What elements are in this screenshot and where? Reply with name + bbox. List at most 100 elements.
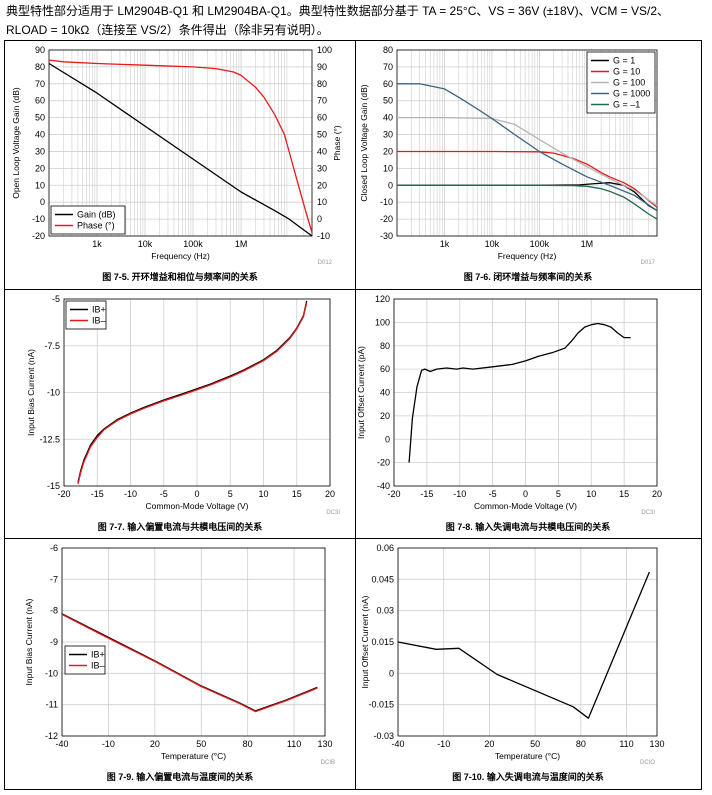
fig5-y-tick-label: 80: [35, 62, 45, 72]
fig7-legend-label-0: IB+: [92, 305, 106, 315]
fig7-y-tick-label: -12.5: [39, 434, 60, 444]
fig10-y-tick-label: 0.045: [371, 574, 394, 584]
fig8-x-tick-label: -5: [489, 489, 497, 499]
fig9-x-tick-label: 110: [287, 739, 301, 749]
fig6-y-tick-label: 30: [383, 130, 393, 140]
fig10-x-tick-label: 130: [649, 739, 664, 749]
fig6-y-tick-label: 60: [383, 79, 393, 89]
fig6-y-tick-label: 10: [383, 163, 393, 173]
fig5-x-axis-label: Frequency (Hz): [151, 251, 210, 261]
fig10-x-tick-label: 110: [619, 739, 633, 749]
fig7-series-line-1: [77, 302, 308, 485]
fig8-x-tick-label: 10: [586, 489, 596, 499]
fig7-x-tick-label: 0: [194, 489, 199, 499]
fig7-x-tick-label: -10: [124, 489, 137, 499]
fig5-series-line-1: [48, 59, 313, 233]
fig9-x-tick-label: -40: [55, 739, 68, 749]
fig9-x-tick-label: 130: [317, 739, 332, 749]
fig6-legend-label-0: G = 1: [613, 56, 635, 66]
fig9-caption: 图 7-9. 输入偏置电流与温度间的关系: [107, 771, 254, 782]
fig6-y-tick-label: -20: [380, 214, 393, 224]
fig7-x-tick-label: -15: [91, 489, 104, 499]
fig5-y-tick-label: 90: [35, 45, 45, 55]
fig5-x-tick-label: 1M: [235, 239, 248, 249]
fig8-x-tick-label: 20: [652, 489, 662, 499]
fig5-legend-box: [50, 205, 126, 235]
fig6-y-tick-label: 50: [383, 96, 393, 106]
fig5-y2-tick-label: 50: [317, 130, 327, 140]
fig8-x-tick-label: -15: [420, 489, 433, 499]
fig5-y-tick-label: 30: [35, 146, 45, 156]
fig5-y2-tick-label: 40: [317, 146, 327, 156]
fig6-caption: 图 7-6. 闭环增益与频率间的关系: [464, 271, 593, 282]
fig6-y-tick-label: -10: [380, 197, 393, 207]
fig9-series-line-1: [61, 613, 318, 713]
fig8-plot-frame: [393, 298, 658, 487]
fig8-y-tick-label: 20: [380, 411, 390, 421]
fig7-x-tick-label: 15: [292, 489, 302, 499]
fig5-y2-tick-label: 80: [317, 79, 327, 89]
fig10-y-tick-label: -0.015: [368, 700, 394, 710]
fig8-x-tick-label: -10: [453, 489, 466, 499]
fig7-x-axis-label: Common-Mode Voltage (V): [146, 501, 249, 511]
fig9-y-tick-label: -12: [45, 731, 58, 741]
fig6-y-tick-label: -30: [380, 231, 393, 241]
fig7-x-tick-label: -20: [57, 489, 70, 499]
fig5-y2-tick-label: -10: [317, 231, 330, 241]
fig9-y-tick-label: -9: [50, 637, 58, 647]
fig6-y-axis-label: Closed Loop Voltage Gain (dB): [359, 84, 369, 201]
fig8-y-tick-label: 0: [385, 434, 390, 444]
fig9-legend-label-0: IB+: [91, 650, 105, 660]
fig6-series-line-3: [397, 83, 658, 212]
grid-divider-vertical: [355, 41, 356, 789]
fig6-y-tick-label: 40: [383, 113, 393, 123]
fig10-x-tick-label: -40: [391, 739, 404, 749]
fig8-y-tick-label: 60: [380, 364, 390, 374]
fig5-x-tick-label: 1k: [92, 239, 102, 249]
fig6-y-tick-label: 80: [383, 45, 393, 55]
fig8-x-tick-label: 15: [619, 489, 629, 499]
grid-divider-row-1: [5, 289, 701, 290]
fig7-x-tick-label: -5: [160, 489, 168, 499]
fig8-series-line-0: [408, 322, 631, 463]
fig5-legend-label-1: Phase (°): [77, 221, 115, 231]
fig5-y2-axis-label: Phase (°): [332, 125, 342, 161]
fig7-y-tick-label: -7.5: [44, 341, 60, 351]
fig10-y-axis-label: Input Offset Current (nA): [360, 595, 370, 688]
fig8-x-tick-label: -20: [387, 489, 400, 499]
fig7-y-axis-label: Input Bias Current (nA): [26, 349, 36, 436]
fig6-series-line-4: [397, 184, 658, 220]
fig5-y-tick-label: 10: [35, 180, 45, 190]
fig5-series-line-0: [48, 62, 313, 237]
fig8-y-tick-label: 100: [375, 317, 390, 327]
fig10-x-tick-label: -10: [437, 739, 450, 749]
fig6-y-tick-label: 20: [383, 146, 393, 156]
fig5-y-tick-label: 50: [35, 113, 45, 123]
fig5-y-tick-label: 0: [40, 197, 45, 207]
fig7-series-line-0: [77, 300, 308, 483]
fig5-y-tick-label: 60: [35, 96, 45, 106]
fig6-series-line-0: [397, 182, 658, 212]
fig9-legend-box: [64, 645, 106, 675]
fig8-y-tick-label: 120: [375, 294, 390, 304]
fig5-caption: 图 7-5. 开环增益和相位与频率间的关系: [102, 271, 258, 282]
fig6-figure-code: D017: [641, 260, 656, 266]
fig6-x-tick-label: 1M: [581, 239, 594, 249]
fig8-y-tick-label: 40: [380, 388, 390, 398]
fig5-y-tick-label: 70: [35, 79, 45, 89]
fig6-plot-frame: [396, 49, 658, 237]
fig5-y2-tick-label: 100: [317, 45, 332, 55]
intro-line-1: 典型特性部分适用于 LM2904B-Q1 和 LM2904BA-Q1。典型特性数…: [6, 4, 670, 18]
fig7-plot-frame: [63, 298, 331, 487]
fig10-x-tick-label: 80: [576, 739, 586, 749]
intro-line-2: RLOAD = 10kΩ（连接至 VS/2）条件得出（除非另有说明）。: [6, 23, 329, 37]
fig7-caption: 图 7-7. 输入偏置电流与共模电压间的关系: [98, 521, 263, 532]
fig10-x-tick-label: 50: [530, 739, 540, 749]
fig5-y2-tick-label: 70: [317, 96, 327, 106]
fig7-figure-code: DC3I: [326, 510, 340, 516]
fig6-legend-label-3: G = 1000: [613, 89, 650, 99]
fig10-x-tick-label: 20: [484, 739, 494, 749]
fig9-x-tick-label: 80: [243, 739, 253, 749]
fig10-y-tick-label: 0.03: [376, 606, 394, 616]
